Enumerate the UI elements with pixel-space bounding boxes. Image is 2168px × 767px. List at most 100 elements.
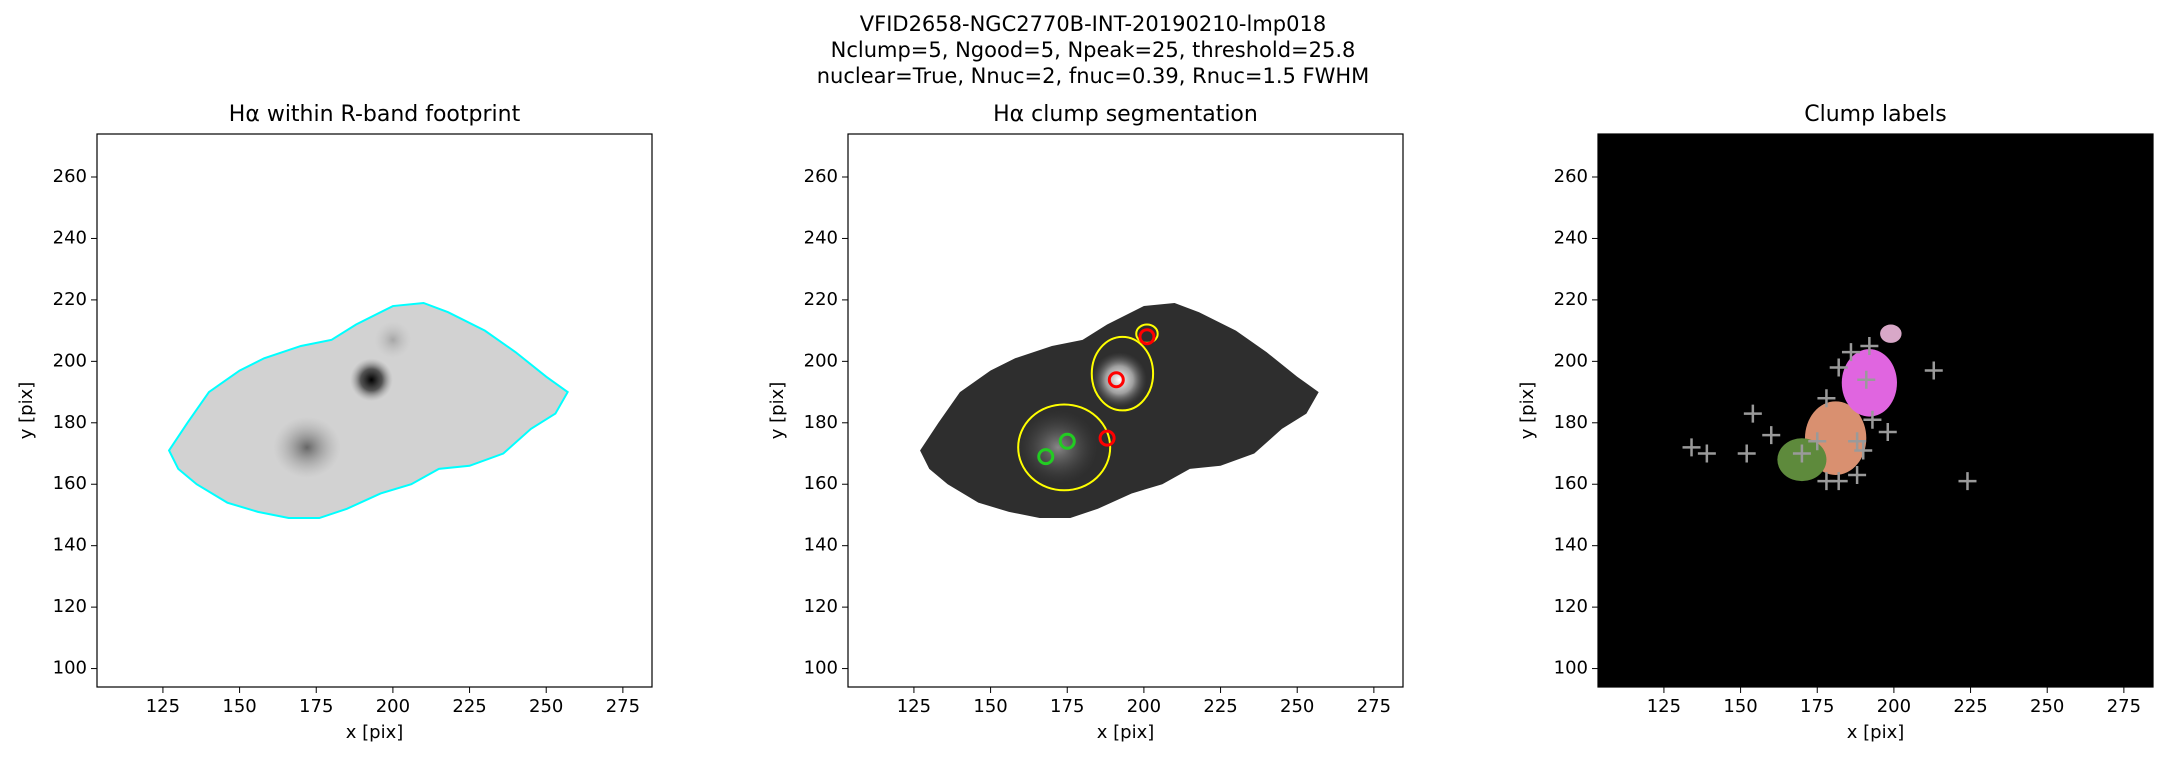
y-tick-label: 240 (804, 227, 838, 248)
peak-marker (1792, 444, 1811, 463)
x-tick-label: 250 (529, 696, 563, 717)
panel-title: Hα within R-band footprint (229, 102, 521, 127)
x-axis-label: x [pix] (346, 722, 404, 743)
blob (1841, 349, 1897, 417)
x-tick-label: 225 (1203, 696, 1237, 717)
blob (374, 321, 412, 359)
peak-marker (1841, 343, 1860, 362)
figure-subtitle: Nclump=5, Ngood=5, Npeak=25, threshold=2… (831, 38, 1356, 62)
blob (1090, 335, 1155, 412)
peak-marker (1808, 432, 1827, 451)
y-tick-label: 200 (1554, 350, 1588, 371)
peak-marker (1863, 410, 1882, 429)
y-tick-label: 260 (53, 166, 87, 187)
panel: 125 150 175 200 225 250 275 100 120 140 160 180 200 2… (767, 102, 1404, 743)
blob (349, 358, 393, 402)
y-tick-label: 140 (1554, 535, 1588, 556)
x-tick-label: 175 (1800, 696, 1834, 717)
x-tick-label: 175 (1050, 696, 1084, 717)
panel-title: Clump labels (1804, 102, 1946, 127)
y-tick-label: 180 (804, 412, 838, 433)
y-tick-label: 140 (53, 535, 87, 556)
y-tick-label: 100 (804, 658, 838, 679)
blob (1091, 352, 1147, 408)
x-tick-label: 150 (973, 696, 1007, 717)
y-tick-label: 180 (53, 412, 87, 433)
x-tick-label: 200 (1877, 696, 1911, 717)
y-axis-label: y [pix] (16, 382, 37, 440)
y-tick-label: 160 (804, 473, 838, 494)
x-tick-label: 275 (606, 696, 640, 717)
y-tick-label: 100 (53, 658, 87, 679)
panel-title: Hα clump segmentation (993, 102, 1258, 127)
y-tick-label: 120 (1554, 596, 1588, 617)
peak-circle (1098, 429, 1116, 447)
y-tick-label: 220 (804, 289, 838, 310)
peak-marker (1817, 389, 1836, 408)
peak-marker (1857, 370, 1876, 389)
peak-marker (1854, 441, 1873, 460)
peak-marker (1743, 404, 1762, 423)
y-tick-label: 100 (1554, 658, 1588, 679)
x-tick-label: 175 (299, 696, 333, 717)
y-tick-label: 200 (53, 350, 87, 371)
y-tick-label: 220 (53, 289, 87, 310)
image (848, 134, 1403, 687)
peak-circle (1107, 371, 1125, 389)
peak-marker (1829, 358, 1848, 377)
y-tick-label: 260 (804, 166, 838, 187)
x-tick-label: 125 (897, 696, 931, 717)
panel: 125 150 175 200 225 250 275 100 120 140 160 180 200 2… (16, 102, 653, 743)
y-tick-label: 160 (53, 473, 87, 494)
peak-circle (1138, 328, 1156, 346)
x-axis-label: x [pix] (1097, 722, 1155, 743)
figure-subtitle: nuclear=True, Nnuc=2, fnuc=0.39, Rnuc=1.… (817, 64, 1370, 88)
y-axis-label: y [pix] (767, 382, 788, 440)
figure-title: VFID2658-NGC2770B-INT-20190210-lmp018 (860, 12, 1326, 36)
peak-marker (1924, 361, 1943, 380)
peak-marker (1860, 336, 1879, 355)
x-tick-label: 250 (1280, 696, 1314, 717)
image (97, 134, 652, 687)
x-tick-label: 150 (1723, 696, 1757, 717)
peak-marker (1848, 466, 1867, 485)
x-tick-label: 275 (1357, 696, 1391, 717)
y-tick-label: 240 (53, 227, 87, 248)
blob (273, 416, 341, 479)
y-tick-label: 200 (804, 350, 838, 371)
x-tick-label: 200 (376, 696, 410, 717)
footprint (167, 301, 569, 520)
y-tick-label: 220 (1554, 289, 1588, 310)
x-axis-label: x [pix] (1847, 722, 1905, 743)
blob (1880, 324, 1902, 343)
y-tick-label: 240 (1554, 227, 1588, 248)
peak-marker (1878, 423, 1897, 442)
peak-marker (1682, 438, 1701, 457)
peak-marker (1958, 472, 1977, 491)
peak-marker (1829, 472, 1848, 491)
x-tick-label: 275 (2107, 696, 2141, 717)
peak-marker (1762, 426, 1781, 445)
y-tick-label: 180 (1554, 412, 1588, 433)
blob (1018, 410, 1098, 485)
peak-circle (1058, 432, 1076, 450)
axes-frame (847, 133, 1404, 688)
y-tick-label: 260 (1554, 166, 1588, 187)
y-axis-label: y [pix] (1517, 382, 1538, 440)
axes-frame (1597, 133, 2154, 688)
peak-marker (1697, 444, 1716, 463)
y-tick-label: 140 (804, 535, 838, 556)
peak-marker (1848, 432, 1867, 451)
image (1598, 134, 2153, 687)
axes-frame (96, 133, 653, 688)
x-tick-label: 225 (452, 696, 486, 717)
panel: 125 150 175 200 225 250 275 100 120 140 160 180 200 2… (1517, 102, 2154, 743)
x-tick-label: 125 (146, 696, 180, 717)
y-tick-label: 120 (804, 596, 838, 617)
peak-marker (1737, 444, 1756, 463)
blob (1017, 403, 1112, 492)
x-tick-label: 150 (222, 696, 256, 717)
x-tick-label: 125 (1647, 696, 1681, 717)
y-tick-label: 160 (1554, 473, 1588, 494)
